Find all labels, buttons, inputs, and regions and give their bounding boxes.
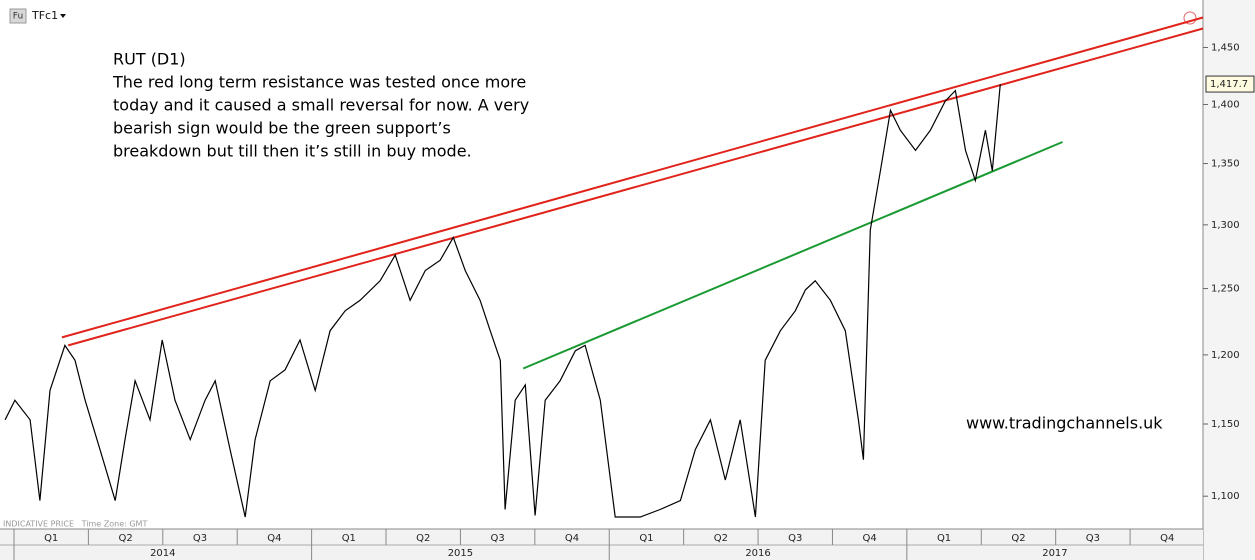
chart-title: RUT (D1)	[113, 50, 186, 69]
price-line	[4, 84, 1001, 518]
symbol-dropdown[interactable]	[60, 14, 66, 18]
x-tick-label: Q2	[416, 533, 430, 544]
watermark: www.tradingchannels.uk	[966, 414, 1163, 433]
x-tick-label: Q2	[118, 533, 132, 544]
year-tick-label: 2016	[745, 548, 770, 559]
year-tick-label: 2017	[1042, 548, 1067, 559]
x-tick-label: Q3	[491, 533, 505, 544]
last-price-box	[1205, 75, 1255, 93]
trendline	[522, 141, 1063, 370]
x-tick-label: Q1	[937, 533, 951, 544]
symbol-badge[interactable]	[9, 8, 27, 24]
x-tick-label: Q4	[267, 533, 281, 544]
y-tick-label: 1,250	[1211, 284, 1240, 295]
y-tick-label: 1,150	[1211, 419, 1240, 430]
annotation-line: today and it caused a small reversal for…	[113, 96, 529, 115]
x-tick-label: Q3	[193, 533, 207, 544]
trendline	[61, 16, 1204, 339]
x-tick-label: Q3	[1086, 533, 1100, 544]
last-price-label: 1,417.7	[1210, 79, 1248, 90]
year-tick-label: 2015	[448, 548, 473, 559]
y-tick-label: 1,350	[1211, 159, 1240, 170]
year-tick-label: 2014	[150, 548, 175, 559]
x-tick-label: Q2	[1011, 533, 1025, 544]
x-tick-label: Q1	[342, 533, 356, 544]
symbol[interactable]: TFc1	[31, 9, 58, 22]
y-tick-label: 1,200	[1211, 350, 1240, 361]
y-tick-label: 1,100	[1211, 491, 1240, 502]
footer-note: INDICATIVE PRICE Time Zone: GMT	[3, 520, 147, 529]
x-tick-label: Q1	[44, 533, 58, 544]
y-tick-label: 1,300	[1211, 220, 1240, 231]
annotation-line: The red long term resistance was tested …	[112, 73, 526, 92]
annotation-line: breakdown but till then it’s still in bu…	[113, 142, 472, 161]
y-tick-label: 1,400	[1211, 99, 1240, 110]
x-tick-label: Q2	[714, 533, 728, 544]
x-tick-label: Q1	[639, 533, 653, 544]
y-axis-band	[1203, 0, 1255, 560]
x-tick-label: Q4	[863, 533, 877, 544]
x-tick-label: Q4	[1160, 533, 1174, 544]
x-tick-label: Q3	[788, 533, 802, 544]
trendline	[67, 27, 1204, 347]
x-tick-label: Q4	[565, 533, 579, 544]
annotation-line: bearish sign would be the green support’…	[113, 119, 451, 138]
y-tick-label: 1,450	[1211, 42, 1240, 53]
symbol-badge-text: Fu	[13, 12, 23, 22]
